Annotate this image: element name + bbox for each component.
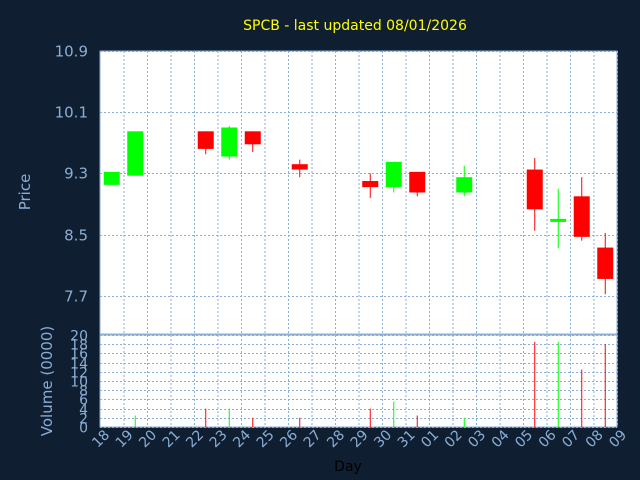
x-tick-labels: 18 19 20 21 22 23 24 25 26 27 28 29 30 31 01 02 03 04 05 06… (89, 427, 630, 451)
x-tick-label: 02 (442, 427, 466, 451)
x-axis-label: Day (334, 459, 362, 475)
volume-tick-label: 10 (70, 375, 88, 391)
x-tick-label: 04 (489, 427, 513, 451)
candle (197, 131, 214, 155)
y-axis-label: Price (16, 174, 34, 211)
x-tick-label: 31 (395, 427, 419, 451)
candle (385, 161, 402, 193)
price-tick-label: 9.3 (64, 165, 88, 183)
candle (127, 131, 144, 176)
candle-body (597, 247, 614, 279)
candle-body (244, 131, 261, 145)
x-tick-label: 23 (207, 427, 231, 451)
candle-body (456, 177, 473, 193)
volume-tick-label: 16 (70, 347, 88, 363)
price-tick-label: 10.9 (55, 43, 88, 61)
x-tick-label: 20 (136, 427, 160, 451)
x-tick-label: 01 (418, 427, 442, 451)
price-tick-label: 8.5 (64, 227, 88, 245)
candle-body (197, 131, 214, 149)
volume-tick-label: 14 (70, 357, 88, 373)
volume-tick-label: 20 (70, 329, 88, 345)
x-tick-label: 03 (465, 427, 489, 451)
candle (526, 158, 543, 231)
candle (244, 131, 261, 152)
x-tick-label: 25 (254, 427, 278, 451)
candle (103, 171, 120, 185)
x-tick-label: 18 (89, 427, 113, 451)
x-tick-label: 09 (606, 427, 630, 451)
candle-body (526, 169, 543, 210)
candle-body (409, 171, 426, 193)
candle (362, 173, 379, 198)
x-tick-label: 07 (559, 427, 583, 451)
candle (221, 125, 238, 160)
x-tick-label: 24 (230, 427, 254, 451)
candles (103, 125, 614, 295)
candle-body (103, 171, 120, 185)
price-panel: 10.9 10.1 9.3 8.5 7.7 Price (16, 43, 618, 335)
x-tick-label: 29 (348, 427, 372, 451)
price-grid (100, 51, 618, 334)
candle (409, 171, 426, 197)
price-tick-label: 10.1 (55, 104, 88, 122)
volume-tick-label: 12 (70, 366, 88, 382)
volume-grid (100, 335, 618, 428)
candle-body (127, 131, 144, 176)
x-tick-label: 21 (160, 427, 184, 451)
x-tick-label: 06 (536, 427, 560, 451)
candle (456, 165, 473, 197)
candle-body (221, 127, 238, 157)
candle (597, 233, 614, 295)
x-tick-label: 27 (301, 427, 325, 451)
x-tick-label: 30 (371, 427, 395, 451)
volume-tick-label: 0 (79, 421, 88, 437)
candle-body (385, 161, 402, 188)
x-tick-label: 08 (583, 427, 607, 451)
volume-tick-label: 4 (79, 403, 88, 419)
candle-body (362, 181, 379, 188)
volume-tick-label: 2 (79, 412, 88, 428)
volume-tick-label: 6 (79, 393, 88, 409)
volume-tick-label: 8 (79, 384, 88, 400)
x-tick-label: 05 (512, 427, 536, 451)
candle-body (291, 164, 308, 170)
x-tick-label: 28 (324, 427, 348, 451)
candle-body (550, 218, 567, 222)
volume-tick-label: 18 (70, 338, 88, 354)
price-tick-labels: 10.9 10.1 9.3 8.5 7.7 (55, 43, 88, 306)
candle-body (573, 196, 590, 237)
candle (291, 159, 308, 178)
x-tick-label: 19 (113, 427, 137, 451)
x-tick-label: 26 (277, 427, 301, 451)
x-tick-label: 22 (183, 427, 207, 451)
volume-axis-label: Volume (0000) (38, 326, 56, 436)
price-tick-label: 7.7 (64, 288, 88, 306)
candle (550, 188, 567, 249)
candle (573, 177, 590, 241)
volume-bars (134, 341, 606, 427)
chart-title: SPCB - last updated 08/01/2026 (243, 18, 467, 34)
